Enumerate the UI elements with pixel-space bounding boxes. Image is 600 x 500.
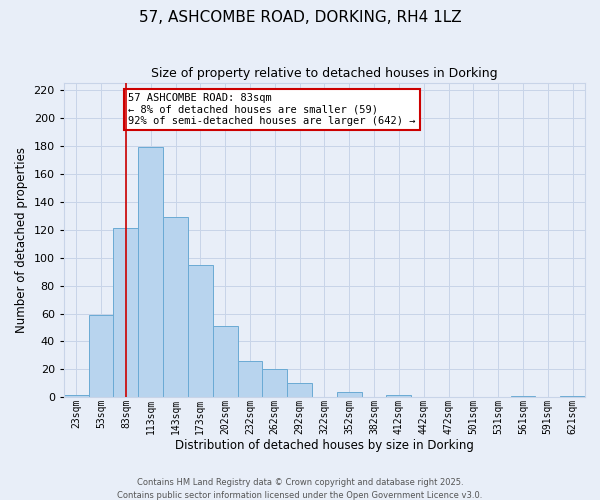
- Bar: [89, 315, 113, 398]
- Bar: [188, 264, 213, 398]
- Title: Size of property relative to detached houses in Dorking: Size of property relative to detached ho…: [151, 68, 498, 80]
- Y-axis label: Number of detached properties: Number of detached properties: [15, 147, 28, 333]
- Bar: [560, 396, 585, 398]
- X-axis label: Distribution of detached houses by size in Dorking: Distribution of detached houses by size …: [175, 440, 474, 452]
- Bar: [262, 370, 287, 398]
- Bar: [287, 384, 312, 398]
- Bar: [138, 148, 163, 398]
- Text: Contains HM Land Registry data © Crown copyright and database right 2025.
Contai: Contains HM Land Registry data © Crown c…: [118, 478, 482, 500]
- Bar: [238, 361, 262, 398]
- Bar: [113, 228, 138, 398]
- Bar: [163, 217, 188, 398]
- Text: 57, ASHCOMBE ROAD, DORKING, RH4 1LZ: 57, ASHCOMBE ROAD, DORKING, RH4 1LZ: [139, 10, 461, 25]
- Text: 57 ASHCOMBE ROAD: 83sqm
← 8% of detached houses are smaller (59)
92% of semi-det: 57 ASHCOMBE ROAD: 83sqm ← 8% of detached…: [128, 93, 416, 126]
- Bar: [386, 394, 411, 398]
- Bar: [337, 392, 362, 398]
- Bar: [213, 326, 238, 398]
- Bar: [511, 396, 535, 398]
- Bar: [64, 394, 89, 398]
